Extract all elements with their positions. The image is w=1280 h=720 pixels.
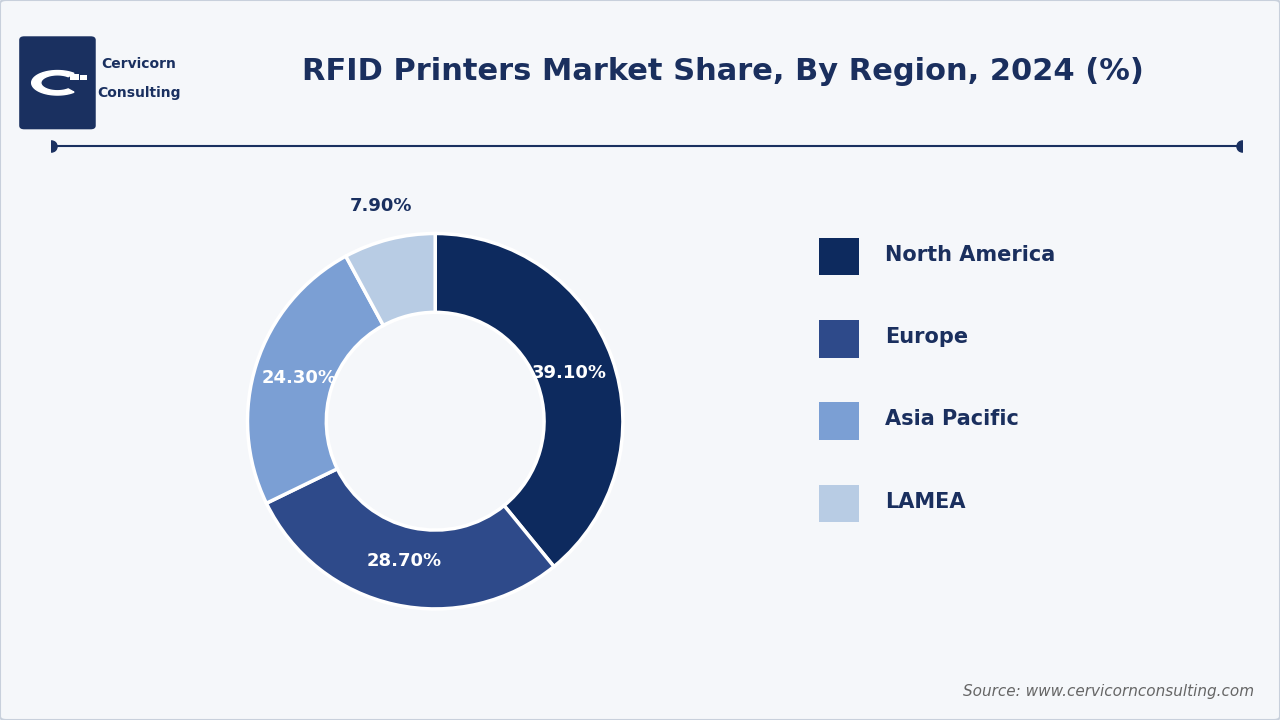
Text: North America: North America	[884, 245, 1055, 264]
Text: Cervicorn: Cervicorn	[101, 58, 177, 71]
Text: Consulting: Consulting	[97, 86, 180, 99]
FancyBboxPatch shape	[819, 485, 859, 522]
Text: 7.90%: 7.90%	[349, 197, 412, 215]
Text: Source: www.cervicornconsulting.com: Source: www.cervicornconsulting.com	[964, 684, 1254, 698]
Text: 24.30%: 24.30%	[262, 369, 337, 387]
Text: 28.70%: 28.70%	[367, 552, 442, 570]
Text: Asia Pacific: Asia Pacific	[884, 410, 1019, 429]
Wedge shape	[346, 233, 435, 325]
Wedge shape	[247, 256, 383, 503]
FancyBboxPatch shape	[819, 320, 859, 358]
Text: Europe: Europe	[884, 327, 968, 347]
Text: LAMEA: LAMEA	[884, 492, 965, 512]
Text: 39.10%: 39.10%	[532, 364, 607, 382]
Bar	[79, 76, 87, 81]
Wedge shape	[266, 469, 554, 609]
FancyBboxPatch shape	[819, 402, 859, 440]
Wedge shape	[435, 233, 623, 567]
FancyBboxPatch shape	[19, 36, 96, 130]
Text: RFID Printers Market Share, By Region, 2024 (%): RFID Printers Market Share, By Region, 2…	[302, 58, 1144, 86]
Bar	[70, 73, 79, 81]
Polygon shape	[32, 71, 74, 95]
FancyBboxPatch shape	[819, 238, 859, 275]
